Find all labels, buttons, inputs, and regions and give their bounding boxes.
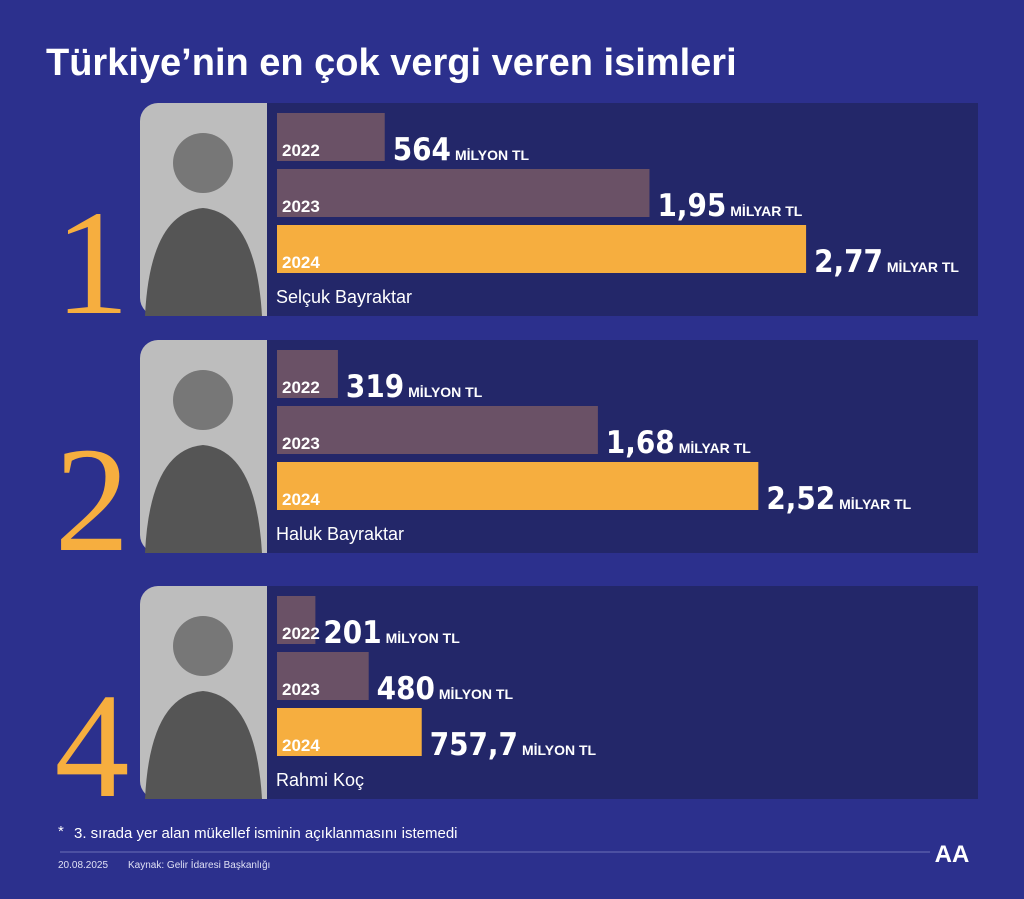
bar <box>277 652 369 700</box>
value-unit: MİLYAR TL <box>839 496 912 512</box>
value-unit: MİLYAR TL <box>679 440 752 456</box>
year-label: 2024 <box>282 253 320 272</box>
bar <box>277 350 338 398</box>
photo-body <box>145 691 262 799</box>
rank: 1 <box>55 180 130 346</box>
value-unit: MİLYAR TL <box>730 203 803 219</box>
value-unit: MİLYON TL <box>455 147 530 163</box>
value-label: 564 <box>393 132 451 168</box>
person-name: Selçuk Bayraktar <box>276 287 412 307</box>
year-label: 2023 <box>282 434 320 453</box>
rank: 2 <box>55 417 130 583</box>
photo-body <box>145 208 262 316</box>
bar <box>277 225 807 273</box>
title: Türkiye’nin en çok vergi veren isimleri <box>46 42 737 84</box>
photo-head <box>173 616 233 676</box>
bar <box>277 406 598 454</box>
panel <box>267 586 978 799</box>
bar <box>277 708 422 756</box>
footnote-mark: * <box>58 823 64 840</box>
value-unit: MİLYON TL <box>522 742 597 758</box>
bar <box>277 169 650 217</box>
value-label: 2,52 <box>766 481 835 517</box>
rank: 4 <box>55 663 130 829</box>
value-label: 1,68 <box>606 425 675 461</box>
year-label: 2024 <box>282 490 320 509</box>
bar <box>277 113 385 161</box>
bar <box>277 596 316 644</box>
value-unit: MİLYON TL <box>408 384 483 400</box>
year-label: 2022 <box>282 624 320 643</box>
photo-head <box>173 133 233 193</box>
year-label: 2022 <box>282 141 320 160</box>
footnote: 3. sırada yer alan mükellef isminin açık… <box>74 825 458 842</box>
bar <box>277 462 759 510</box>
person-name: Rahmi Koç <box>276 770 364 790</box>
date: 20.08.2025 <box>58 860 108 871</box>
value-label: 319 <box>346 369 404 405</box>
value-label: 480 <box>377 671 435 707</box>
year-label: 2022 <box>282 378 320 397</box>
photo-head <box>173 370 233 430</box>
photo-body <box>145 445 262 553</box>
value-unit: MİLYAR TL <box>887 259 960 275</box>
value-label: 1,95 <box>657 188 726 224</box>
year-label: 2023 <box>282 197 320 216</box>
value-label: 2,77 <box>814 244 883 280</box>
value-label: 201 <box>323 615 381 651</box>
value-unit: MİLYON TL <box>386 630 461 646</box>
source: Kaynak: Gelir İdaresi Başkanlığı <box>128 858 270 871</box>
logo: AA <box>935 841 970 868</box>
value-unit: MİLYON TL <box>439 686 514 702</box>
value-label: 757,7 <box>430 727 518 763</box>
person-name: Haluk Bayraktar <box>276 524 404 544</box>
year-label: 2023 <box>282 680 320 699</box>
year-label: 2024 <box>282 736 320 755</box>
